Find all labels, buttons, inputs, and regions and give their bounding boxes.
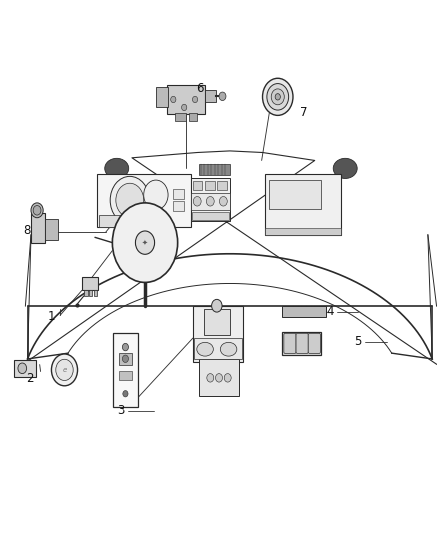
- FancyBboxPatch shape: [284, 333, 296, 353]
- Circle shape: [31, 203, 43, 217]
- Bar: [119, 353, 132, 365]
- Circle shape: [206, 197, 214, 206]
- Text: 2: 2: [26, 373, 33, 385]
- Circle shape: [219, 197, 227, 206]
- Circle shape: [18, 363, 27, 374]
- Circle shape: [135, 231, 155, 254]
- Bar: [282, 332, 321, 355]
- Circle shape: [271, 89, 284, 105]
- Bar: [31, 214, 45, 243]
- Circle shape: [113, 203, 178, 282]
- Circle shape: [224, 374, 231, 382]
- Bar: [205, 181, 215, 190]
- Ellipse shape: [105, 158, 129, 179]
- Circle shape: [144, 180, 168, 210]
- Circle shape: [192, 96, 198, 103]
- Bar: [176, 114, 186, 120]
- Bar: [265, 228, 341, 235]
- Ellipse shape: [333, 158, 357, 179]
- Bar: [265, 174, 341, 235]
- Circle shape: [51, 354, 78, 386]
- Bar: [191, 213, 229, 220]
- Circle shape: [123, 391, 128, 397]
- Bar: [193, 306, 243, 362]
- Bar: [269, 180, 321, 209]
- Text: 7: 7: [300, 106, 307, 119]
- Bar: [199, 164, 230, 175]
- Bar: [205, 91, 216, 102]
- Bar: [156, 87, 168, 108]
- Bar: [84, 290, 88, 296]
- Circle shape: [33, 206, 41, 215]
- Circle shape: [56, 359, 73, 381]
- Circle shape: [171, 96, 176, 103]
- Bar: [193, 181, 202, 190]
- Ellipse shape: [220, 342, 237, 356]
- Bar: [45, 219, 58, 240]
- Circle shape: [207, 374, 214, 382]
- Text: ✦: ✦: [142, 240, 148, 246]
- Bar: [167, 85, 205, 114]
- Text: 5: 5: [355, 335, 362, 348]
- Bar: [94, 290, 97, 296]
- Bar: [82, 277, 99, 290]
- Circle shape: [275, 94, 280, 100]
- Bar: [282, 306, 325, 317]
- Circle shape: [219, 92, 226, 101]
- Ellipse shape: [197, 342, 213, 356]
- FancyBboxPatch shape: [296, 333, 308, 353]
- Bar: [204, 309, 230, 335]
- Bar: [99, 215, 141, 227]
- Circle shape: [110, 176, 149, 224]
- Circle shape: [116, 183, 144, 217]
- Bar: [89, 290, 92, 296]
- Circle shape: [267, 84, 289, 110]
- Circle shape: [212, 300, 222, 312]
- Bar: [14, 360, 36, 377]
- Bar: [191, 178, 230, 221]
- Text: 1: 1: [48, 310, 55, 324]
- Bar: [97, 174, 191, 227]
- Text: e: e: [62, 367, 67, 373]
- Bar: [119, 371, 132, 381]
- Circle shape: [122, 355, 128, 362]
- Bar: [199, 359, 239, 397]
- Bar: [173, 189, 184, 199]
- Circle shape: [122, 343, 128, 351]
- Bar: [188, 114, 197, 120]
- FancyBboxPatch shape: [308, 333, 321, 353]
- Bar: [217, 181, 227, 190]
- Text: 8: 8: [23, 224, 30, 237]
- Text: 4: 4: [326, 305, 334, 318]
- Bar: [173, 201, 184, 211]
- Circle shape: [262, 78, 293, 115]
- Bar: [113, 333, 138, 407]
- Bar: [191, 193, 230, 210]
- Text: 6: 6: [196, 83, 203, 95]
- Circle shape: [182, 104, 187, 111]
- Bar: [194, 338, 242, 359]
- Circle shape: [215, 374, 223, 382]
- Circle shape: [193, 197, 201, 206]
- Text: 3: 3: [117, 404, 125, 417]
